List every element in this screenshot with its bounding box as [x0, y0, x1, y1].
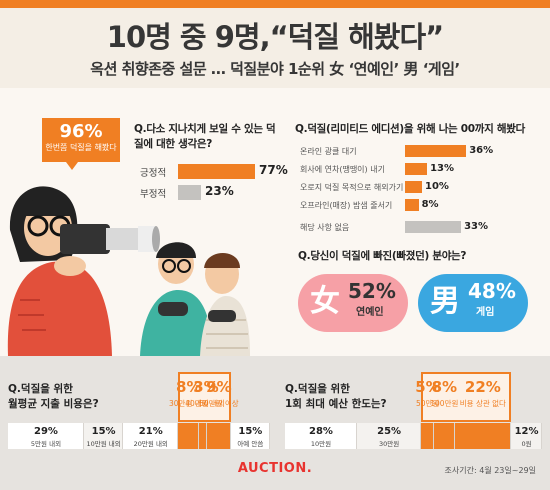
- q2-bar: [405, 145, 467, 157]
- subtitle: 옥션 취향존중 설문 … 덕질분야 1순위 女 ‘연예인’ 男 ‘게임’: [90, 60, 460, 78]
- q1-title: Q.다소 지나치게 보일 수 있는 덕질에 대한 생각은?: [134, 123, 276, 150]
- q4-strip: [8, 423, 270, 449]
- q2-category-label: 온라인 광클 대기: [300, 147, 357, 156]
- q5-highlight-label: 비용 상관 없다: [459, 399, 506, 408]
- boy-gamer-illustration: [140, 242, 212, 356]
- q3-title: Q.당신이 덕질에 빠진(빠졌던) 분야는?: [298, 250, 467, 262]
- q2-value-label: 10%: [425, 181, 449, 192]
- q5-segment-value: 28%: [309, 426, 333, 437]
- q4-segment: [8, 423, 84, 449]
- q2-category-label: 해당 사항 없음: [300, 223, 350, 232]
- q5-segment: [434, 423, 455, 449]
- q5-segment-value: 12%: [514, 426, 539, 437]
- q2-value-label: 13%: [430, 163, 455, 174]
- q4-title-line1: Q.덕질을 위한: [8, 383, 73, 395]
- q1-value-label: 23%: [205, 184, 234, 198]
- illustration: [7, 186, 250, 356]
- q4-segment-value: 21%: [138, 426, 163, 437]
- q5-segment: [285, 423, 357, 449]
- q5-segment: [421, 423, 435, 449]
- q4-segment: [230, 423, 270, 449]
- q4-highlight-label: 30만원 내외: [169, 399, 209, 408]
- q1-value-label: 77%: [259, 163, 288, 177]
- q4-highlight-label: 50만원 이상: [199, 399, 239, 408]
- q4-segment-label: 20만원 내외: [133, 440, 168, 448]
- female-value: 52%: [348, 279, 396, 303]
- q4-segment-label: 아예 안씀: [237, 440, 264, 448]
- female-label: 연예인: [356, 307, 384, 318]
- q5-highlight-value: 8%: [431, 378, 458, 396]
- q4-segment-value: 15%: [91, 426, 116, 437]
- q1-category-label: 부정적: [140, 189, 167, 200]
- q4-segment: [83, 423, 124, 449]
- q4-highlight-value: 8%: [176, 378, 202, 396]
- q2-value-label: 8%: [421, 199, 439, 210]
- q2-bar: [405, 181, 422, 193]
- q4-title-line2: 월평균 지출 비용은?: [8, 398, 99, 410]
- male-symbol: 男: [430, 284, 460, 319]
- q5-segment-value: 25%: [377, 426, 402, 437]
- q2-bar: [405, 221, 462, 233]
- q2-title: Q.덕질(리미티드 에디션)을 위해 나는 00까지 해봤다: [295, 123, 525, 135]
- survey-period: 조사기간: 4월 23일~29일: [444, 466, 536, 475]
- q5-highlight-value: 5%: [415, 378, 441, 396]
- male-value: 48%: [468, 279, 516, 303]
- q5-strip: [285, 423, 542, 449]
- q4-segment-value: 29%: [34, 426, 58, 437]
- q5-title-line2: 1회 최대 예산 한도는?: [285, 398, 387, 410]
- q4-segment-label: 10만원 내외: [86, 440, 121, 448]
- callout-label: 한번쯤 덕질을 해봤다: [45, 143, 117, 152]
- q2-category-label: 회사에 연차(땡땡이) 내기: [300, 165, 385, 174]
- q2-category-label: 오프라인(매장) 밤샘 줄서기: [300, 201, 393, 210]
- q1-bar: [178, 185, 201, 200]
- q5-segment: [454, 423, 512, 449]
- q4-highlight-value: 3%: [193, 378, 219, 396]
- q4-segment: [123, 423, 179, 449]
- q5-segment: [511, 423, 542, 449]
- main-title: 10명 중 9명,“덕질 해봤다”: [106, 20, 444, 54]
- callout-96-percent: 96% 한번쯤 덕질을 해봤다: [42, 118, 120, 170]
- q5-highlight-value: 22%: [464, 378, 501, 396]
- q5-segment: [356, 423, 422, 449]
- q5-segment-label: 10만원: [310, 440, 332, 448]
- male-label: 게임: [476, 307, 495, 318]
- q4-segment-value: 15%: [238, 426, 263, 437]
- q5-title-line1: Q.덕질을 위한: [285, 383, 350, 395]
- q4-highlight-label: 40만원 내외: [185, 399, 225, 408]
- q1-bar: [178, 164, 255, 179]
- q4-highlight-value: 9%: [206, 378, 232, 396]
- q5-highlight-box: [421, 372, 512, 422]
- q4-segment: [207, 423, 231, 449]
- q5-segment-label: 0원: [521, 440, 532, 448]
- auction-logo: AUCTION.: [237, 461, 313, 476]
- q5-highlight-label: 100만원: [430, 399, 459, 408]
- callout-value: 96%: [59, 121, 103, 142]
- q4-segment: [199, 423, 208, 449]
- q2-category-label: 오로지 덕질 목적으로 해외가기: [300, 183, 404, 192]
- q2-bar: [405, 199, 419, 211]
- man-gamer-illustration: [200, 253, 250, 356]
- top-accent-stripe: [0, 0, 550, 8]
- q1-category-label: 긍정적: [140, 168, 167, 179]
- male-pill: 男 48% 게임: [418, 274, 528, 332]
- q4-segment: [178, 423, 200, 449]
- female-pill: 女 52% 연예인: [298, 274, 408, 332]
- q4-segment-label: 5만원 내외: [30, 440, 62, 448]
- q2-value-label: 36%: [469, 145, 494, 156]
- q5-segment-label: 30만원: [378, 440, 400, 448]
- female-symbol: 女: [310, 284, 340, 319]
- q4-highlight-box: [178, 372, 231, 422]
- woman-photographer-illustration: [7, 186, 160, 356]
- q2-bar: [405, 163, 428, 175]
- q2-value-label: 33%: [464, 221, 489, 232]
- q5-highlight-label: 50만원: [415, 399, 440, 408]
